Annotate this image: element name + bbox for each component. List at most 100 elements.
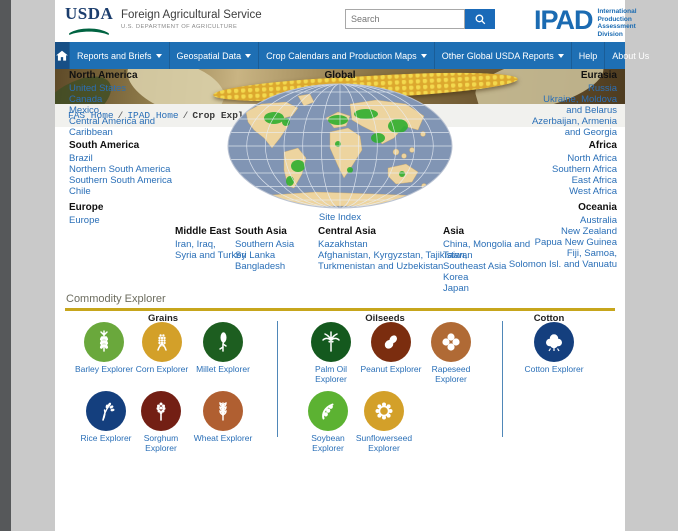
region-link[interactable]: Australia [580,215,617,226]
wheat-explorer-link[interactable]: Wheat Explorer [191,391,255,443]
fas-titles: Foreign Agricultural Service U.S. DEPART… [121,6,262,30]
crop-explorer-panel: Global [55,67,625,294]
breadcrumb-link-fas-home[interactable]: FAS Home [68,110,114,121]
region-link[interactable]: Afghanistan, Kyrgyzstan, Tajikistan, Tur… [318,250,468,272]
nav-item-geospatial-data[interactable]: Geospatial Data [168,42,259,69]
millet-explorer-link[interactable]: Millet Explorer [191,322,255,374]
region-link[interactable]: Bangladesh [235,261,286,272]
nav-item-other-global-usda-reports[interactable]: Other Global USDA Reports [433,42,571,69]
site-index-link[interactable]: Site Index [318,212,362,223]
region-link[interactable]: North Africa [567,153,617,164]
region-south-america: South America Brazil Northern South Amer… [69,140,201,197]
ipad-acronym: IPAD [534,5,594,35]
sorghum-explorer-link[interactable]: Sorghum Explorer [129,391,193,453]
usda-tagline: U.S. DEPARTMENT OF AGRICULTURE [121,24,238,30]
group-divider [502,321,503,437]
chevron-down-icon [155,53,162,58]
region-heading: Europe [69,202,104,213]
region-link[interactable]: Kazakhstan [318,239,368,250]
region-link[interactable]: Northern South America [69,164,171,175]
region-link[interactable]: Europe [69,215,100,226]
fas-org-name: Foreign Agricultural Service [121,9,262,21]
corn-explorer-link[interactable]: Corn Explorer [130,322,194,374]
region-heading: Middle East [175,226,231,237]
breadcrumb-separator: / [117,110,124,121]
ipad-division-line: International [597,8,637,15]
region-link[interactable]: Chile [69,186,91,197]
soybean-pod-icon [308,391,348,431]
rice-icon [86,391,126,431]
cotton-boll-icon [534,322,574,362]
rice-explorer-link[interactable]: Rice Explorer [74,391,138,443]
breadcrumb-link-ipad-home[interactable]: IPAD Home [127,110,179,121]
region-link[interactable]: Papua New Guinea [534,237,617,248]
breadcrumb-current: Crop Explorer [192,110,267,121]
commodity-label: Soybean Explorer [311,433,345,453]
group-heading-grains: Grains [147,313,179,324]
nav-item-label: Help [578,50,598,61]
peanut-explorer-link[interactable]: Peanut Explorer [359,322,423,374]
group-divider [277,321,278,437]
nav-item-reports-and-briefs[interactable]: Reports and Briefs [69,42,169,69]
commodity-label: Rapeseed Explorer [431,364,471,384]
nav-item-about-us[interactable]: About Us [604,42,656,69]
ipad-division-line: Assessment [597,23,636,30]
barley-explorer-link[interactable]: Barley Explorer [72,322,136,374]
page-container: USDA Foreign Agricultural Service U.S. D… [55,0,649,531]
region-link[interactable]: West Africa [569,186,617,197]
region-link[interactable]: United States [69,83,127,94]
region-link[interactable]: Southeast Asia [443,261,507,272]
region-asia: Asia China, Mongolia and Taiwan Southeas… [443,226,555,294]
region-heading: South America [69,140,140,151]
region-link[interactable]: China, Mongolia and Taiwan [443,239,531,261]
rapeseed-explorer-link[interactable]: Rapeseed Explorer [419,322,483,384]
region-north-america: North America United States Canada Mexic… [69,70,187,138]
region-link[interactable]: Azerbaijan, Armenia and Georgia [531,116,617,138]
region-link[interactable]: Mexico, Central America and Caribbean [69,105,156,138]
world-crop-map[interactable] [226,82,454,210]
region-link[interactable]: Southern Africa [552,164,617,175]
region-link[interactable]: Japan [443,283,469,294]
region-link[interactable]: Korea [443,272,469,283]
commodity-label: Cotton Explorer [524,364,584,374]
nav-item-label: Other Global USDA Reports [441,50,554,61]
nav-item-label: About Us [612,50,650,61]
commodity-label: Wheat Explorer [193,433,253,443]
cotton-explorer-link[interactable]: Cotton Explorer [522,322,586,374]
region-link[interactable]: Sri Lanka [235,250,276,261]
region-link[interactable]: East Africa [571,175,617,186]
region-link[interactable]: Southern South America [69,175,172,186]
commodity-label: Barley Explorer [74,364,134,374]
nav-item-help[interactable]: Help [570,42,605,69]
ipad-logo[interactable]: IPAD International Production Assessment… [534,6,637,38]
region-heading: Africa [588,140,617,151]
nav-item-crop-calendars[interactable]: Crop Calendars and Production Maps [258,42,434,69]
region-link[interactable]: Fiji, Samoa, Solomon Isl. and Vanuatu [508,248,617,270]
region-heading: South Asia [235,226,287,237]
commodity-label: Corn Explorer [135,364,189,374]
search-input[interactable] [345,9,465,29]
region-link[interactable]: Russia [587,83,617,94]
millet-icon [203,322,243,362]
soybean-explorer-link[interactable]: Soybean Explorer [296,391,360,453]
region-link[interactable]: New Zealand [561,226,617,237]
peanut-icon [371,322,411,362]
palm-oil-explorer-link[interactable]: Palm Oil Explorer [299,322,363,384]
region-link[interactable]: Ukraine, Moldova and Belarus [543,94,617,116]
sunflower-icon [364,391,404,431]
region-central-asia: Central Asia Kazakhstan Afghanistan, Kyr… [318,226,500,272]
region-oceania: Oceania Australia New Zealand Papua New … [475,202,617,270]
region-link[interactable]: Southern Asia [235,239,295,250]
nav-home-button[interactable] [55,42,69,69]
sunflowerseed-explorer-link[interactable]: Sunflowerseed Explorer [352,391,416,453]
usda-logo[interactable]: USDA Foreign Agricultural Service U.S. D… [65,5,262,40]
sorghum-icon [141,391,181,431]
main-nav: Reports and Briefs Geospatial Data Crop … [55,42,649,69]
region-link[interactable]: Canada [69,94,103,105]
region-heading: Eurasia [580,70,617,81]
group-heading-oilseeds: Oilseeds [365,313,405,324]
commodity-explorer-panel: Grains Oilseeds Cotton Barley Explorer C… [55,311,625,453]
search-button[interactable] [465,9,495,29]
region-link[interactable]: Iran, Iraq, Syria and Turkey [175,239,247,261]
region-link[interactable]: Brazil [69,153,93,164]
